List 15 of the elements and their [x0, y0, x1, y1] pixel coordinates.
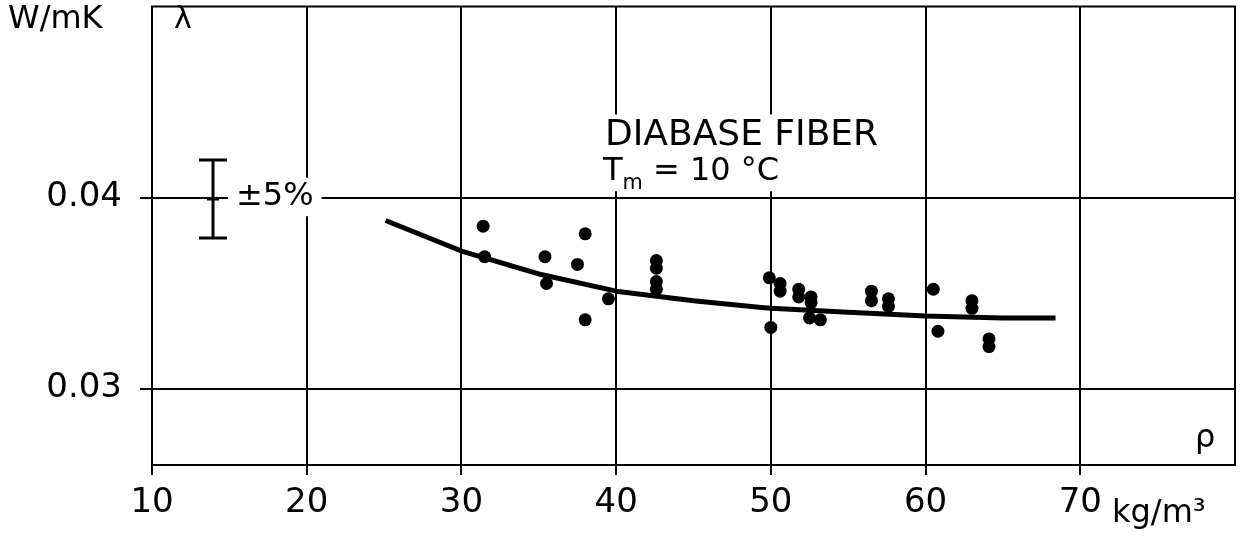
text: W/mK — [8, 0, 104, 37]
x-tick-label: 60 — [903, 480, 948, 521]
x-tick-label: 30 — [439, 480, 484, 521]
x-tick-label: 20 — [285, 480, 329, 521]
x-tick-label: 70 — [1058, 480, 1102, 521]
x-tick-label: 10 — [130, 480, 174, 521]
x-axis-title: ρ — [1195, 417, 1216, 456]
text: kg/m³ — [1112, 492, 1206, 531]
y-tick-label: 0.03 — [46, 365, 122, 406]
y-tick-label: 0.04 — [46, 174, 122, 215]
x-tick-label: 50 — [749, 480, 793, 521]
text: DIABASE FIBER — [605, 112, 879, 154]
annotation: ±5% — [236, 175, 314, 214]
y-axis-title: λ — [174, 0, 192, 35]
x-tick-label: 40 — [594, 480, 638, 521]
